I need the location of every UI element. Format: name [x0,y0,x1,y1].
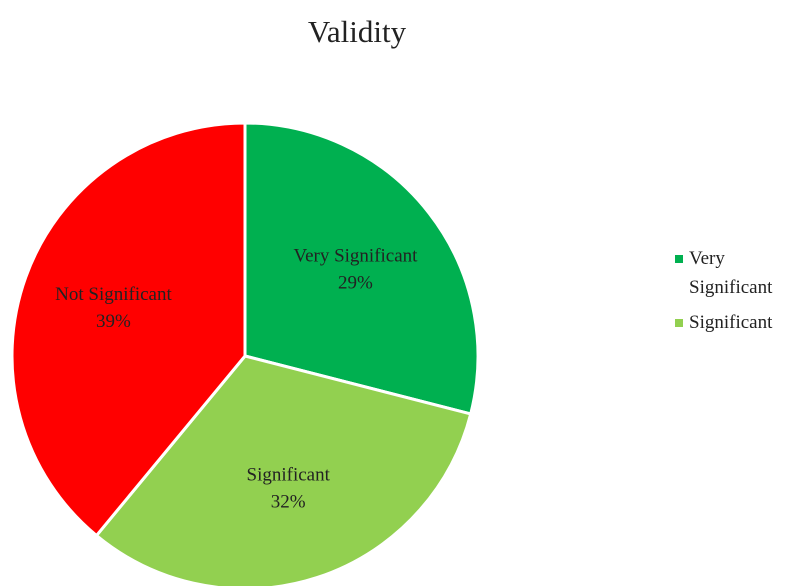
legend-entry: Significant [675,308,805,337]
legend-entry: Very Significant [675,244,805,302]
pie-slice [10,121,247,538]
slice-label: Significant [247,464,331,485]
slice-value-label: 29% [338,273,373,294]
legend-swatch [675,319,683,327]
legend-label: Significant [689,312,773,333]
chart-title: Validity [308,14,407,49]
slice-label: Very Significant [293,246,418,267]
slice-label: Not Significant [55,284,172,305]
legend: Very Significant Significant Not Significa… [675,244,805,344]
pie-slice [94,354,473,586]
slice-value-label: 39% [96,311,131,332]
legend-label: Not Significant [689,343,799,344]
slice-value-label: 32% [271,491,306,512]
pie-slice [243,121,480,416]
legend-entry: Not Significant [675,343,805,344]
legend-label: Very Significant [689,248,773,298]
legend-swatch [675,255,683,263]
